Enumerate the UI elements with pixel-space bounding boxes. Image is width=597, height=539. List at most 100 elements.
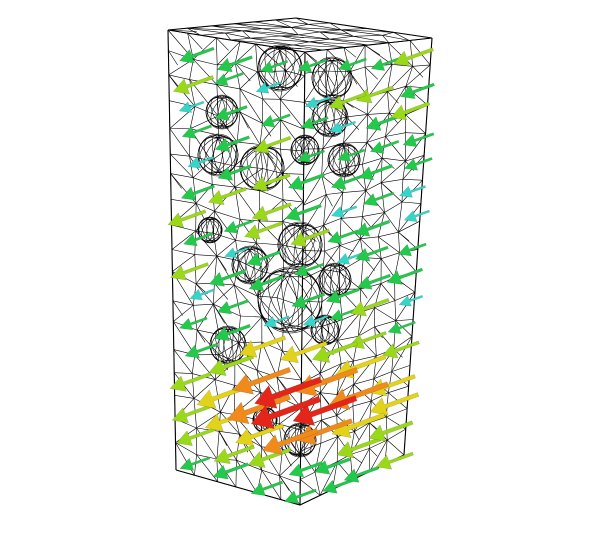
vector-arrow xyxy=(375,451,414,470)
mesh-edge xyxy=(170,173,182,189)
sphere-wire xyxy=(239,145,285,191)
mesh-edge xyxy=(319,31,349,34)
mesh-edge xyxy=(189,115,219,130)
vector-arrow xyxy=(400,82,435,100)
mesh-edge xyxy=(216,84,241,90)
mesh-edge xyxy=(337,340,354,362)
mesh-edge xyxy=(195,255,218,285)
mesh-edge xyxy=(216,41,241,66)
mesh-edge xyxy=(170,173,172,200)
mesh-edge xyxy=(194,354,216,380)
vector-arrow xyxy=(248,274,284,292)
mesh-edge xyxy=(300,471,316,480)
mesh-edge xyxy=(314,436,339,473)
sphere-inclusion xyxy=(318,262,352,298)
mesh-edge xyxy=(409,40,413,67)
mesh-edge xyxy=(168,50,178,66)
mesh-edge xyxy=(405,155,425,162)
vector-arrow xyxy=(244,221,283,240)
mesh-edge xyxy=(192,305,198,331)
mesh-edge xyxy=(314,443,322,473)
mesh-edge xyxy=(343,47,357,58)
vector-arrow xyxy=(180,184,215,201)
mesh-edge xyxy=(189,106,196,129)
mesh-edge xyxy=(169,128,190,157)
vector-arrow xyxy=(179,46,215,64)
mesh-edge xyxy=(340,29,383,36)
vector-arrow xyxy=(251,202,292,222)
vector-arrow xyxy=(170,262,209,281)
mesh-edge xyxy=(346,114,368,118)
mesh-edge xyxy=(170,173,194,178)
mesh-edge xyxy=(329,38,389,44)
vector-arrow xyxy=(172,75,215,95)
mesh-edge xyxy=(238,316,263,343)
vector-arrow xyxy=(403,209,430,222)
mesh-edge xyxy=(380,160,406,183)
vector-arrow xyxy=(354,219,391,237)
mesh-edge xyxy=(340,28,367,31)
mesh-edge xyxy=(234,284,258,297)
mesh-edge xyxy=(393,32,433,39)
sphere-wire xyxy=(290,135,320,165)
mesh-edge xyxy=(213,304,225,324)
mesh-edge xyxy=(257,275,285,297)
vector-arrow xyxy=(189,288,215,301)
mesh-edge xyxy=(367,91,388,115)
mesh-edge xyxy=(234,23,263,29)
mesh-edge xyxy=(319,363,342,374)
mesh-edge xyxy=(192,177,197,204)
vector-arrow xyxy=(253,135,292,154)
mesh-edge xyxy=(218,134,238,143)
mesh-edge xyxy=(319,31,354,37)
mesh-edge xyxy=(299,495,321,506)
mesh-edge xyxy=(395,320,413,337)
mesh-edge xyxy=(239,111,263,124)
mesh-edge xyxy=(336,405,354,416)
mesh-edge xyxy=(238,260,262,272)
sphere-inclusion xyxy=(290,134,320,166)
mesh-edge xyxy=(293,41,310,46)
mesh-edge xyxy=(412,292,416,320)
mesh-edge xyxy=(216,240,236,257)
vector-arrow xyxy=(284,488,317,504)
vector-arrow xyxy=(302,314,329,327)
vector-arrow xyxy=(216,55,253,73)
mesh-edge xyxy=(187,27,226,34)
mesh-edge xyxy=(388,40,410,44)
mesh-edge xyxy=(216,37,229,51)
mesh-edge xyxy=(340,218,361,240)
mesh-edge xyxy=(343,142,368,144)
mesh-edge xyxy=(369,439,388,472)
mesh-edge xyxy=(427,87,429,106)
mesh-edge xyxy=(387,428,406,441)
vector-arrow xyxy=(255,81,282,94)
vector-arrow xyxy=(232,367,291,395)
mesh-edge xyxy=(172,254,195,272)
vector-arrow xyxy=(296,149,325,163)
vector-arrow xyxy=(208,269,247,287)
vector-arrow xyxy=(208,186,247,206)
vector-arrow xyxy=(329,120,356,134)
mesh-edge xyxy=(279,475,290,491)
mesh-edge xyxy=(382,32,394,36)
mesh-edge xyxy=(214,379,235,386)
mesh-edge xyxy=(192,160,212,178)
mesh-edge xyxy=(239,111,249,129)
mesh-edge xyxy=(255,44,258,72)
vector-arrow xyxy=(327,229,359,244)
mesh-edge xyxy=(366,142,374,151)
mesh-edge xyxy=(279,407,302,425)
mesh-edge xyxy=(385,136,406,162)
mesh-edge xyxy=(401,201,421,204)
mesh-edge xyxy=(197,329,220,335)
mesh-edge xyxy=(304,70,326,74)
mesh-edge xyxy=(387,91,399,104)
mesh-edge xyxy=(194,106,219,117)
vector-arrow xyxy=(263,315,290,328)
mesh-edge xyxy=(353,35,383,37)
mesh-edge xyxy=(385,113,390,137)
mesh-edge xyxy=(217,481,236,488)
